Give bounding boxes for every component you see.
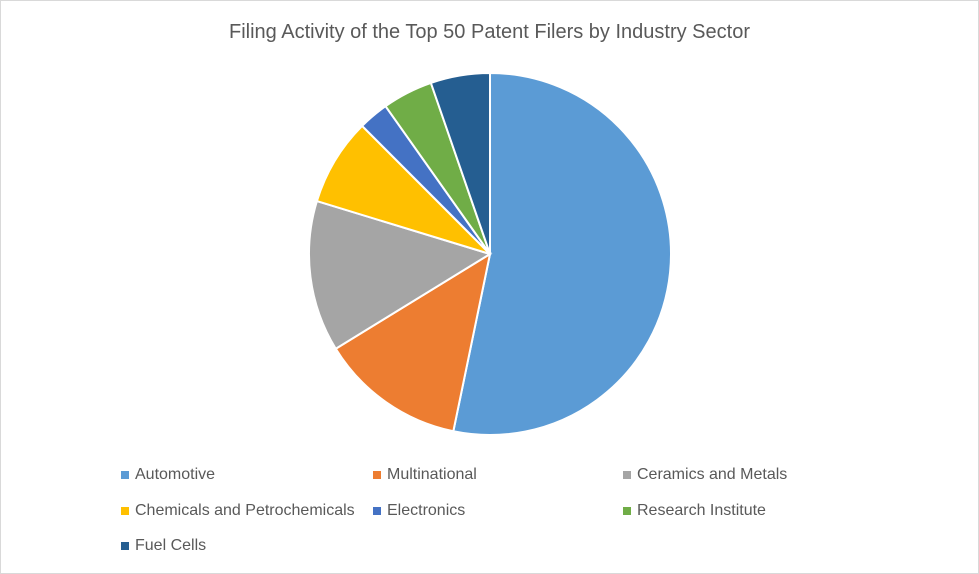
legend-label: Ceramics and Metals xyxy=(637,466,788,483)
legend-swatch xyxy=(623,471,631,479)
legend-swatch xyxy=(373,507,381,515)
legend-label: Research Institute xyxy=(637,502,766,519)
legend-swatch xyxy=(121,507,129,515)
legend-label: Multinational xyxy=(387,466,477,483)
legend-item: Multinational xyxy=(373,466,477,484)
legend-swatch xyxy=(121,542,129,550)
chart-title: Filing Activity of the Top 50 Patent Fil… xyxy=(229,21,750,43)
legend-swatch xyxy=(121,471,129,479)
legend-swatch xyxy=(373,471,381,479)
legend-item: Ceramics and Metals xyxy=(623,466,787,484)
legend-item: Automotive xyxy=(121,466,215,484)
legend-item: Fuel Cells xyxy=(121,537,206,555)
legend-label: Automotive xyxy=(135,466,216,483)
legend-label: Chemicals and Petrochemicals xyxy=(135,502,355,519)
legend-item: Research Institute xyxy=(623,502,766,520)
pie-slice-multinational xyxy=(334,251,492,433)
legend-label: Electronics xyxy=(387,502,466,519)
pie-slice-fuel-cells xyxy=(429,71,491,255)
legend-item: Electronics xyxy=(373,502,465,520)
legend-swatch xyxy=(623,507,631,515)
pie-slice-automotive xyxy=(452,71,672,436)
pie-slice-ceramics-and-metals xyxy=(308,199,493,351)
legend-label: Fuel Cells xyxy=(135,537,207,554)
legend-item: Chemicals and Petrochemicals xyxy=(121,502,355,520)
